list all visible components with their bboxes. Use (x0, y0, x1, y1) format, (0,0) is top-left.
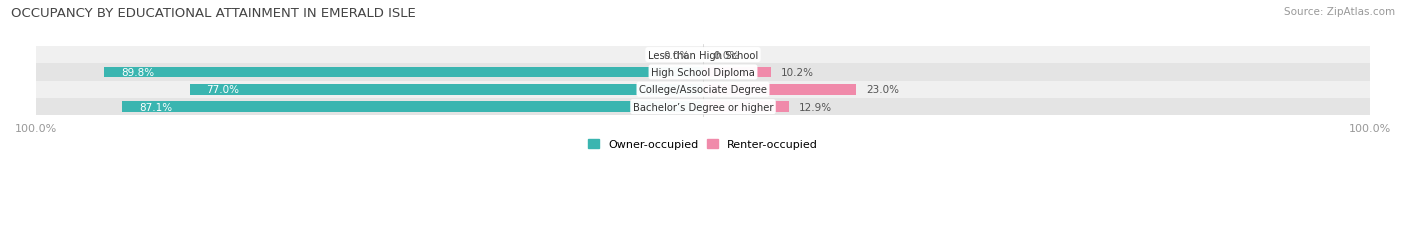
Text: 23.0%: 23.0% (866, 85, 900, 95)
Text: 87.1%: 87.1% (139, 102, 172, 112)
Bar (37, 64, 1369, 81)
Bar (37, 81, 1369, 99)
Text: 89.8%: 89.8% (121, 68, 153, 78)
Legend: Owner-occupied, Renter-occupied: Owner-occupied, Renter-occupied (588, 139, 818, 150)
Bar (37, 99, 1369, 116)
Text: 77.0%: 77.0% (207, 85, 239, 95)
Bar (703, 67, 770, 78)
Text: Less than High School: Less than High School (648, 50, 758, 60)
Bar (122, 102, 703, 112)
Bar (703, 85, 856, 95)
Text: College/Associate Degree: College/Associate Degree (638, 85, 768, 95)
Text: Source: ZipAtlas.com: Source: ZipAtlas.com (1284, 7, 1395, 17)
Text: 12.9%: 12.9% (799, 102, 832, 112)
Bar (37, 47, 1369, 64)
Bar (703, 102, 789, 112)
Text: 10.2%: 10.2% (780, 68, 814, 78)
Bar (104, 67, 703, 78)
Text: 0.0%: 0.0% (664, 50, 690, 60)
Text: Bachelor’s Degree or higher: Bachelor’s Degree or higher (633, 102, 773, 112)
Bar (190, 85, 703, 95)
Text: OCCUPANCY BY EDUCATIONAL ATTAINMENT IN EMERALD ISLE: OCCUPANCY BY EDUCATIONAL ATTAINMENT IN E… (11, 7, 416, 20)
Text: High School Diploma: High School Diploma (651, 68, 755, 78)
Text: 0.0%: 0.0% (713, 50, 740, 60)
